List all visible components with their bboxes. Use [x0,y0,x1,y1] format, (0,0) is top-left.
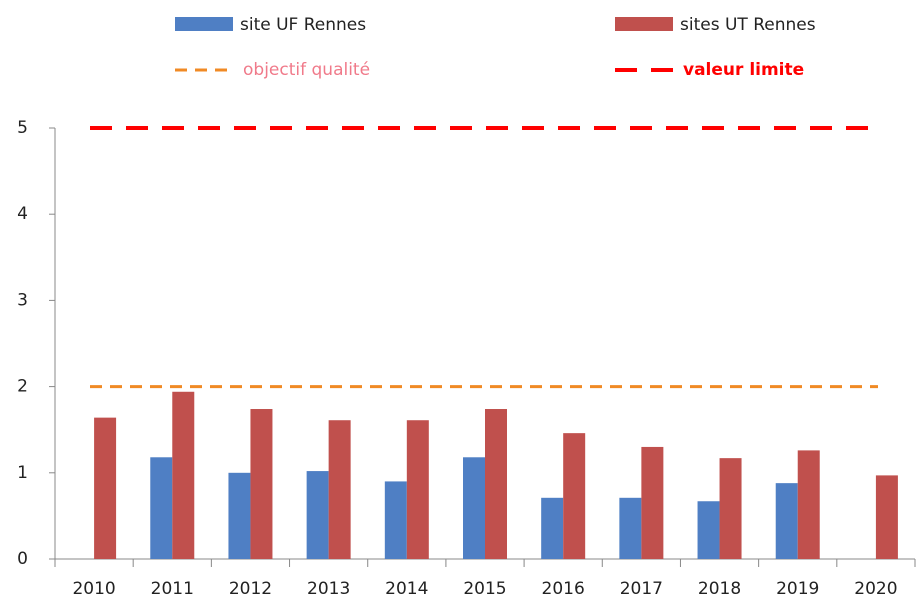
legend-label: site UF Rennes [240,15,366,35]
bar [775,483,798,559]
bar [172,391,195,559]
x-tick-label: 2019 [776,579,819,599]
legend-label: valeur limite [683,60,804,80]
x-tick-label: 2017 [620,579,663,599]
y-tick-label: 0 [17,549,28,569]
bar [541,497,564,559]
bar [250,409,273,559]
legend-label: sites UT Rennes [680,15,816,35]
bar [563,433,586,559]
bar [406,420,429,559]
x-tick-label: 2010 [72,579,115,599]
x-tick-label: 2011 [151,579,194,599]
bar [228,472,251,559]
bar [328,420,351,559]
x-tick-label: 2020 [854,579,897,599]
bar [875,475,898,559]
bar [150,457,173,559]
legend-swatch [615,17,673,31]
bar [797,450,820,559]
bar [697,501,720,559]
bar [485,409,507,559]
x-tick-label: 2013 [307,579,350,599]
x-tick-label: 2012 [229,579,272,599]
x-tick-label: 2014 [385,579,428,599]
bar [619,497,642,559]
bar [463,457,485,559]
y-tick-label: 5 [17,118,28,138]
x-tick-label: 2015 [463,579,506,599]
bar [719,458,742,559]
bar [94,417,117,559]
bar [306,471,329,559]
x-tick-label: 2016 [542,579,585,599]
x-tick-label: 2018 [698,579,741,599]
legend-swatch [175,17,233,31]
y-tick-label: 2 [17,377,28,397]
y-tick-label: 3 [17,290,28,310]
y-tick-label: 1 [17,463,28,483]
y-tick-label: 4 [17,204,28,224]
legend-label: objectif qualité [243,60,370,80]
bar [384,481,407,559]
bar [641,446,664,559]
